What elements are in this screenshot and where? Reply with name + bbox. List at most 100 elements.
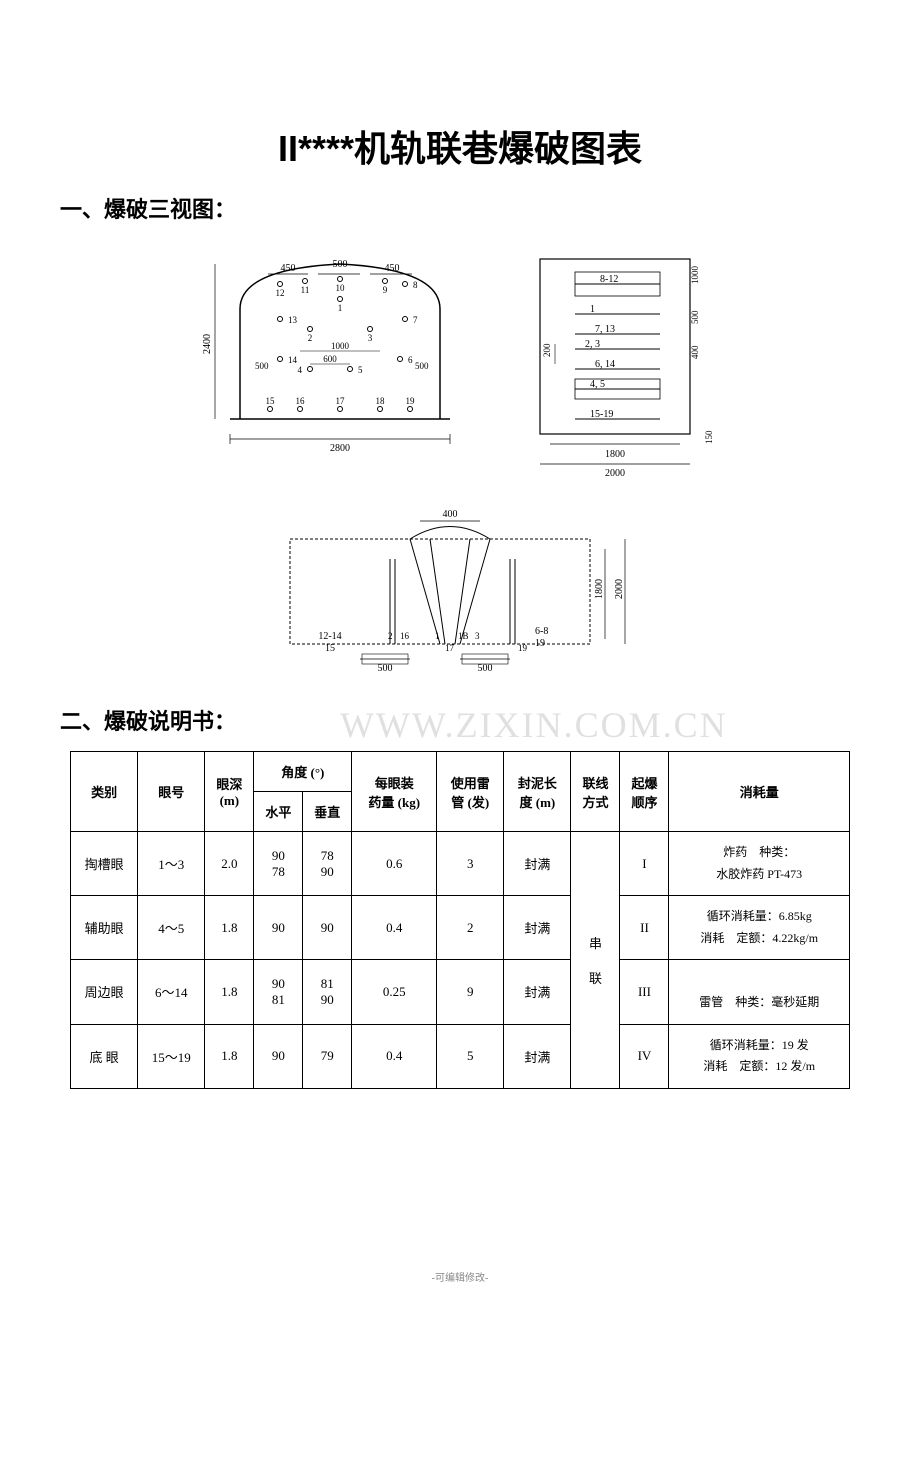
cell-order: IV [620,1024,669,1088]
cell-h: 90 78 [254,832,303,896]
svg-text:7, 13: 7, 13 [595,324,615,335]
footer-note: -可编辑修改- [60,1269,860,1284]
svg-text:19: 19 [535,638,545,649]
svg-text:15: 15 [325,643,335,654]
table-row: 底 眼 15～19 1.8 90 79 0.4 5 封满 IV 循环消耗量：19… [71,1024,850,1088]
cell-no: 4～5 [138,896,205,960]
svg-text:2, 3: 2, 3 [585,339,600,350]
svg-text:500: 500 [255,361,269,371]
svg-text:450: 450 [385,263,400,274]
page-title: II****机轨联巷爆破图表 [60,120,860,172]
svg-text:8-12: 8-12 [600,274,618,285]
svg-text:500: 500 [415,361,429,371]
cell-depth: 2.0 [205,832,254,896]
th-category: 类别 [71,752,138,832]
cell-mud: 封满 [504,960,571,1024]
svg-text:2: 2 [388,631,393,641]
svg-text:11: 11 [301,285,310,295]
three-view-diagrams: 450 500 450 1 2 3 4 5 6 7 8 9 10 11 12 1… [60,239,860,684]
cell-h: 90 [254,1024,303,1088]
svg-text:400: 400 [443,509,458,520]
cell-consume: 雷管 种类：毫秒延期 [669,960,850,1024]
cell-no: 1～3 [138,832,205,896]
cell-depth: 1.8 [205,896,254,960]
svg-text:17: 17 [445,643,455,653]
svg-text:1: 1 [338,303,343,313]
cell-consume: 循环消耗量：19 发 消耗 定额：12 发/m [669,1024,850,1088]
cell-mud: 封满 [504,832,571,896]
cell-cat: 底 眼 [71,1024,138,1088]
svg-text:12-14: 12-14 [318,631,341,642]
cell-det: 9 [437,960,504,1024]
table-row: 掏槽眼 1～3 2.0 90 78 78 90 0.6 3 封满 串 联 I 炸… [71,832,850,896]
svg-text:7: 7 [413,315,418,325]
svg-text:2400: 2400 [202,334,213,354]
svg-text:600: 600 [323,354,337,364]
svg-text:15: 15 [266,396,276,406]
svg-text:1800: 1800 [605,449,625,460]
th-wire: 联线 方式 [571,752,620,832]
cell-v: 78 90 [303,832,352,896]
table-row: 辅助眼 4～5 1.8 90 90 0.4 2 封满 II 循环消耗量：6.85… [71,896,850,960]
plan-view-diagram: 400 12-14 15 2 16 1 17 1B 3 19 6-8 19 50… [270,499,650,684]
svg-text:1: 1 [590,304,595,315]
svg-text:6, 14: 6, 14 [595,359,615,370]
cell-det: 5 [437,1024,504,1088]
side-view-diagram: 8-12 1 7, 13 2, 3 6, 14 4, 5 15-19 1000 … [520,239,720,484]
svg-text:12: 12 [276,288,285,298]
svg-text:2000: 2000 [614,579,625,599]
cell-no: 15～19 [138,1024,205,1088]
th-det: 使用雷 管 (发) [437,752,504,832]
svg-text:200: 200 [542,343,552,357]
cell-charge: 0.4 [352,896,437,960]
cell-v: 90 [303,896,352,960]
cell-wire: 串 联 [571,832,620,1089]
cell-mud: 封满 [504,1024,571,1088]
cell-charge: 0.4 [352,1024,437,1088]
th-angle: 角度 (°) [254,752,352,792]
svg-text:9: 9 [383,285,388,295]
cell-mud: 封满 [504,896,571,960]
cell-h: 90 81 [254,960,303,1024]
svg-text:8: 8 [413,280,418,290]
svg-text:1: 1 [435,631,440,641]
cell-cat: 辅助眼 [71,896,138,960]
svg-text:17: 17 [336,396,346,406]
cell-charge: 0.6 [352,832,437,896]
svg-text:500: 500 [378,663,393,674]
svg-text:4, 5: 4, 5 [590,379,605,390]
svg-text:6: 6 [408,355,413,365]
cell-h: 90 [254,896,303,960]
watermark-text: WWW.ZIXIN.COM.CN [340,704,728,746]
svg-text:4: 4 [298,365,303,375]
svg-text:450: 450 [281,263,296,274]
cell-det: 3 [437,832,504,896]
svg-text:2: 2 [308,333,313,343]
svg-text:400: 400 [690,345,700,359]
th-hole-no: 眼号 [138,752,205,832]
cell-cat: 掏槽眼 [71,832,138,896]
svg-text:10: 10 [336,283,346,293]
svg-text:15-19: 15-19 [590,409,613,420]
cell-order: II [620,896,669,960]
svg-text:1800: 1800 [594,579,605,599]
svg-text:2000: 2000 [605,468,625,479]
cell-order: I [620,832,669,896]
svg-text:3: 3 [475,631,480,641]
svg-text:16: 16 [296,396,306,406]
cell-consume: 循环消耗量：6.85kg 消耗 定额：4.22kg/m [669,896,850,960]
cell-v: 81 90 [303,960,352,1024]
cell-consume: 炸药 种类： 水胶炸药 PT-473 [669,832,850,896]
cell-no: 6～14 [138,960,205,1024]
cell-charge: 0.25 [352,960,437,1024]
cell-det: 2 [437,896,504,960]
svg-text:150: 150 [704,430,714,444]
section1-heading: 一、爆破三视图： [60,192,860,224]
th-consume: 消耗量 [669,752,850,832]
svg-text:500: 500 [690,310,700,324]
svg-text:13: 13 [288,315,298,325]
th-depth: 眼深 (m) [205,752,254,832]
cell-depth: 1.8 [205,1024,254,1088]
svg-text:500: 500 [478,663,493,674]
th-order: 起爆 顺序 [620,752,669,832]
